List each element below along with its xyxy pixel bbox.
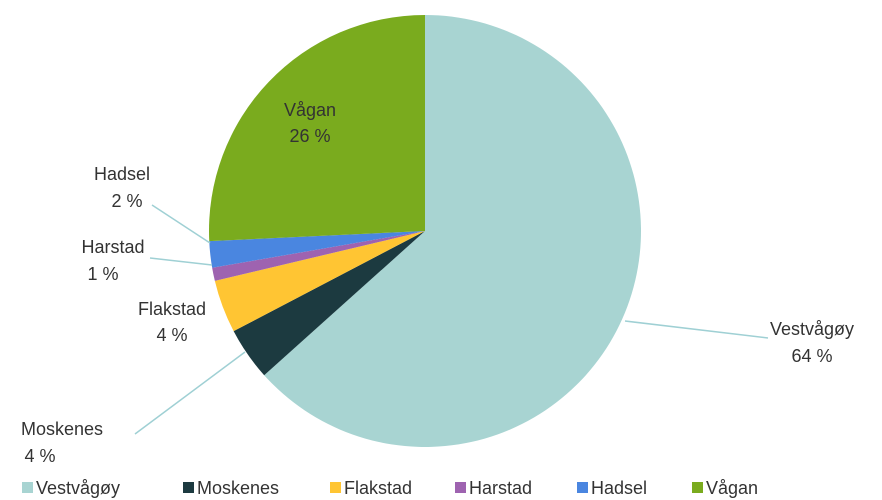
legend-label: Flakstad xyxy=(344,478,412,498)
slice-label: Hadsel xyxy=(94,164,150,184)
pie-slice xyxy=(212,231,425,281)
legend-label: Hadsel xyxy=(591,478,647,498)
pie-slice xyxy=(264,15,641,447)
slice-label: Vågan xyxy=(284,100,336,120)
legend-swatch xyxy=(692,482,703,493)
pie-slice xyxy=(214,231,425,332)
slice-label: Harstad xyxy=(81,237,144,257)
slice-label: Vestvågøy xyxy=(770,319,854,339)
slice-value: 4 % xyxy=(156,325,187,345)
leader-line xyxy=(151,204,211,244)
slice-value: 4 % xyxy=(24,446,55,466)
slice-value: 1 % xyxy=(87,264,118,284)
legend-label: Vestvågøy xyxy=(36,478,120,498)
legend-swatch xyxy=(577,482,588,493)
leader-line xyxy=(134,351,246,435)
legend-label: Harstad xyxy=(469,478,532,498)
pie-slice xyxy=(209,231,425,268)
legend-swatch xyxy=(455,482,466,493)
legend-label: Vågan xyxy=(706,478,758,498)
slice-value: 26 % xyxy=(289,126,330,146)
pie-slice xyxy=(209,15,425,242)
legend-swatch xyxy=(183,482,194,493)
legend-swatch xyxy=(22,482,33,493)
slice-label: Moskenes xyxy=(21,419,103,439)
legend-label: Moskenes xyxy=(197,478,279,498)
slice-value: 64 % xyxy=(791,346,832,366)
leader-line xyxy=(624,320,769,339)
slice-value: 2 % xyxy=(111,191,142,211)
legend-swatch xyxy=(330,482,341,493)
slice-label: Flakstad xyxy=(138,299,206,319)
leader-line xyxy=(149,257,213,266)
pie-slice xyxy=(233,231,425,376)
